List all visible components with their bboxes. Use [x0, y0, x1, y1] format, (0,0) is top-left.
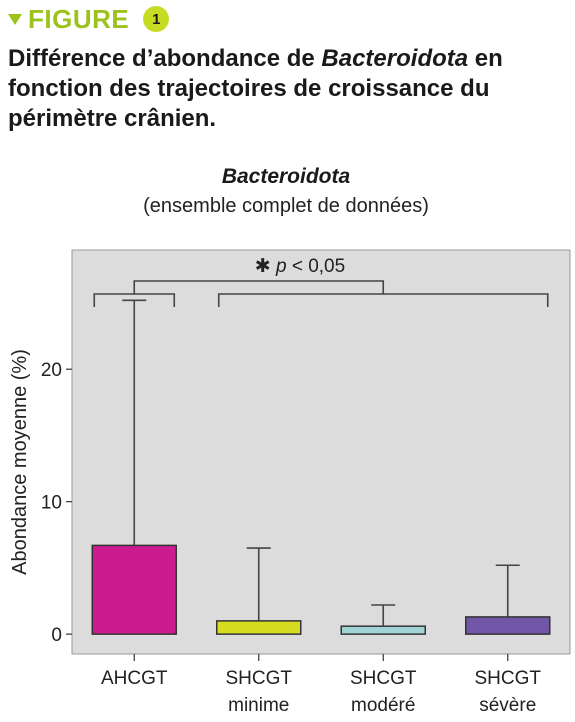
x-tick-sublabel: modéré	[351, 695, 415, 716]
x-tick-label: SHCGT	[226, 668, 293, 689]
significance-bracket-top	[133, 280, 385, 294]
x-tick-sublabel: minime	[228, 695, 289, 716]
box	[91, 544, 177, 635]
chart-subtitle: (ensemble complet de données)	[143, 195, 429, 217]
figure-label: FIGURE	[28, 3, 130, 34]
box	[340, 625, 426, 635]
x-tick-sublabel: sévère	[479, 695, 536, 716]
box	[216, 620, 302, 635]
asterisk-icon: ✱	[255, 256, 276, 277]
y-axis-label: Abondance moyenne (%)	[9, 349, 31, 575]
figure-header: FIGURE 1	[8, 3, 170, 34]
figure-title-part2: en fonction des trajectoires de croissan…	[8, 45, 503, 132]
chart-title: Bacteroidota	[222, 165, 351, 188]
y-tick-label: 0	[51, 625, 62, 646]
significance-label: ✱ p < 0,05	[255, 256, 345, 277]
y-tick-label: 10	[41, 493, 62, 514]
figure-title: Différence d’abondance de Bacteroidota e…	[8, 44, 568, 134]
p-value: < 0,05	[287, 256, 346, 277]
x-tick-label: AHCGT	[101, 668, 168, 689]
figure-number-badge: 1	[143, 6, 170, 32]
figure-title-italic: Bacteroidota	[321, 45, 469, 72]
x-tick-label: SHCGT	[350, 668, 417, 689]
x-tick-label: SHCGT	[475, 668, 542, 689]
triangle-icon	[8, 13, 22, 25]
figure-title-part1: Différence d’abondance de	[8, 45, 322, 72]
p-symbol: p	[275, 256, 287, 277]
y-tick-label: 20	[41, 360, 62, 381]
box	[465, 616, 551, 635]
